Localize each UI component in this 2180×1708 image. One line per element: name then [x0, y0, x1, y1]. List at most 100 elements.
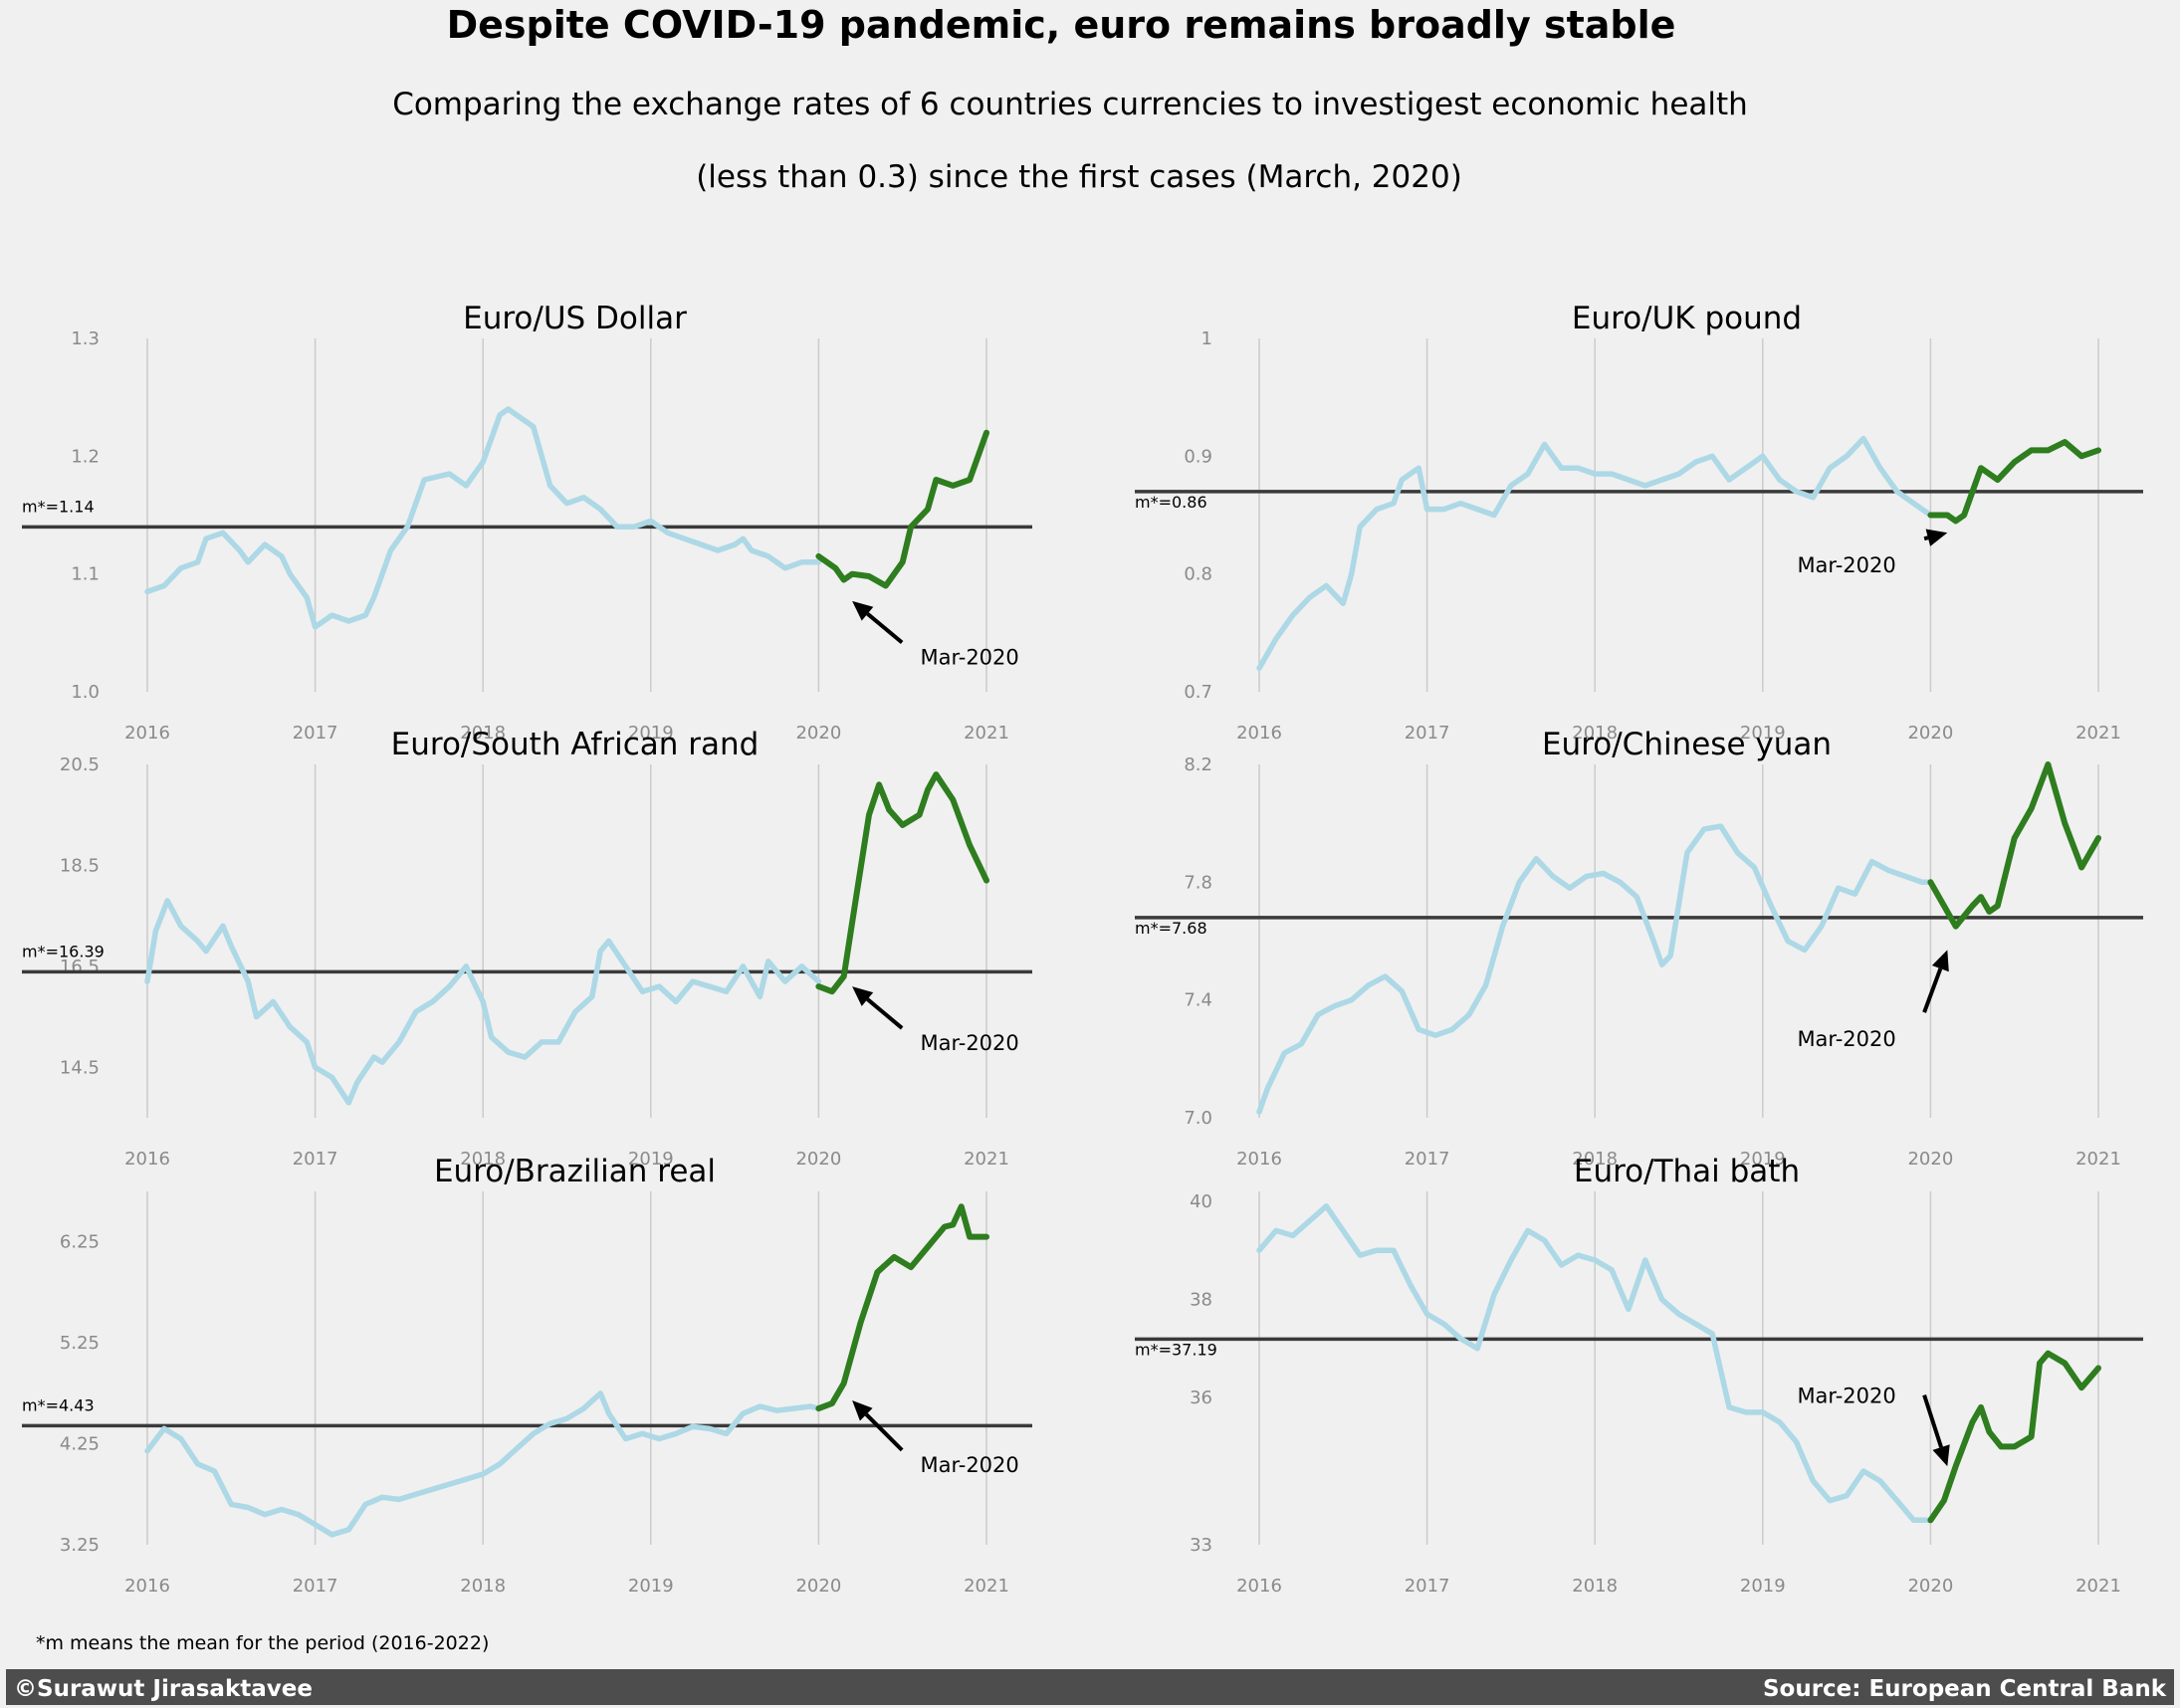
y-tick-label: 18.5: [60, 855, 100, 876]
x-tick-label: 2016: [124, 723, 170, 744]
annotation-arrow-head: [852, 600, 874, 621]
panels-grid: Euro/US Dollar 2016 2017 2018 2019 2020 2021 1.…: [22, 301, 2143, 1597]
x-tick-label: 2020: [1907, 1576, 1953, 1597]
annotation-arrow-shaft: [864, 1412, 904, 1452]
annotation-label: Mar-2020: [1797, 553, 1895, 577]
y-tick-label: 0.9: [1184, 446, 1212, 467]
y-tick-label: 0.8: [1184, 564, 1212, 585]
mean-label: m*=16.39: [22, 942, 105, 961]
series-line-post-covid: [815, 1203, 989, 1412]
y-tick-label: 1.0: [71, 682, 100, 703]
footer-credit: ©Surawut Jirasaktavee: [14, 1676, 313, 1702]
x-tick-label: 2020: [795, 723, 841, 744]
x-tick-label: 2016: [1236, 1576, 1282, 1597]
y-tick-label: 20.5: [60, 754, 100, 775]
x-tick-label: 2021: [964, 1149, 1009, 1170]
y-tick-label: 33: [1190, 1535, 1212, 1556]
x-tick-label: 2019: [628, 1149, 674, 1170]
annotation-arrow-shaft: [1922, 1394, 1943, 1448]
x-tick-label: 2017: [293, 1149, 338, 1170]
panel-title: Euro/Brazilian real: [434, 1154, 716, 1189]
y-tick-label: 0.7: [1184, 682, 1212, 703]
footnote: *m means the mean for the period (2016-2…: [36, 1632, 489, 1654]
x-tick-label: 2021: [964, 1576, 1009, 1597]
x-tick-label: 2018: [460, 1149, 506, 1170]
annotation-label: Mar-2020: [920, 1031, 1018, 1055]
y-tick-label: 38: [1190, 1289, 1212, 1310]
series-line-post-covid: [815, 771, 989, 995]
series-line-pre-covid: [144, 406, 822, 630]
y-tick-label: 3.25: [60, 1535, 100, 1556]
x-tick-label: 2019: [628, 1576, 674, 1597]
x-tick-label: 2021: [964, 723, 1009, 744]
x-tick-label: 2016: [124, 1149, 170, 1170]
footer-bar: [6, 1669, 2174, 1705]
series-line-pre-covid: [144, 1390, 822, 1538]
y-tick-label: 7.4: [1184, 990, 1212, 1011]
y-tick-label: 1: [1201, 328, 1212, 349]
x-tick-label: 2019: [628, 723, 674, 744]
x-tick-label: 2019: [1740, 1149, 1786, 1170]
panel-5: Euro/Brazilian real 2016 2017 2018 2019 2020 2…: [22, 1154, 1032, 1597]
y-tick-label: 14.5: [60, 1057, 100, 1078]
y-tick-label: 4.25: [60, 1434, 100, 1455]
x-tick-label: 2018: [460, 723, 506, 744]
x-tick-label: 2020: [795, 1576, 841, 1597]
panel-4: Euro/Chinese yuan 2016 2017 2018 2019 2020 202…: [1135, 727, 2143, 1170]
x-tick-label: 2017: [293, 723, 338, 744]
x-tick-label: 2017: [1405, 723, 1450, 744]
series-line-pre-covid: [1256, 823, 1934, 1115]
panel-title: Euro/UK pound: [1572, 301, 1802, 336]
x-tick-label: 2020: [1907, 723, 1953, 744]
x-tick-label: 2017: [293, 1576, 338, 1597]
series-line-pre-covid: [144, 898, 822, 1106]
x-tick-label: 2018: [1572, 1149, 1618, 1170]
series-line-post-covid: [1927, 439, 2101, 525]
y-tick-label: 6.25: [60, 1232, 100, 1253]
series-line-post-covid: [1927, 761, 2101, 930]
x-tick-label: 2017: [1405, 1576, 1450, 1597]
annotation-label: Mar-2020: [1797, 1385, 1895, 1408]
panel-3: Euro/South African rand 2016 2017 2018 2019 2…: [22, 727, 1032, 1170]
panel-6: Euro/Thai bath 2016 2017 2018 2019 2020 2021 33…: [1135, 1154, 2143, 1597]
panel-title: Euro/US Dollar: [463, 301, 687, 336]
annotation-arrow-shaft: [1923, 535, 1929, 541]
x-tick-label: 2020: [1907, 1149, 1953, 1170]
panel-title: Euro/Thai bath: [1574, 1154, 1800, 1189]
mean-label: m*=7.68: [1135, 919, 1207, 938]
y-tick-label: 1.1: [71, 564, 100, 585]
mean-label: m*=1.14: [22, 497, 95, 516]
mean-label: m*=0.86: [1135, 493, 1207, 512]
series-line-post-covid: [815, 429, 989, 589]
x-tick-label: 2021: [2075, 723, 2121, 744]
footer-source: Source: European Central Bank: [1763, 1676, 2167, 1702]
series-line-post-covid: [1927, 1350, 2101, 1524]
x-tick-label: 2016: [1236, 723, 1282, 744]
y-tick-label: 7.0: [1184, 1108, 1212, 1129]
annotation-label: Mar-2020: [1797, 1027, 1895, 1051]
x-tick-label: 2020: [795, 1149, 841, 1170]
annotation-arrow-head: [852, 986, 874, 1006]
y-tick-label: 1.3: [71, 328, 100, 349]
annotation-arrow-head: [1925, 529, 1948, 546]
chart-subtitle-line-1: Comparing the exchange rates of 6 countr…: [392, 87, 1748, 122]
y-tick-label: 5.25: [60, 1333, 100, 1354]
y-tick-label: 40: [1190, 1191, 1212, 1212]
annotation-arrow-head: [852, 1400, 873, 1421]
series-line-pre-covid: [1256, 435, 1934, 672]
annotation-arrow-shaft: [866, 612, 904, 645]
panel-title: Euro/South African rand: [391, 727, 760, 762]
y-tick-label: 1.2: [71, 446, 100, 467]
y-tick-label: 8.2: [1184, 754, 1212, 775]
y-tick-label: 36: [1190, 1388, 1212, 1408]
annotation-label: Mar-2020: [920, 1453, 1018, 1477]
mean-label: m*=37.19: [1135, 1340, 1217, 1359]
annotation-arrow-shaft: [1922, 967, 1943, 1013]
mean-label: m*=4.43: [22, 1395, 95, 1414]
x-tick-label: 2016: [124, 1576, 170, 1597]
panel-2: Euro/UK pound 2016 2017 2018 2019 2020 2021 0.7…: [1135, 301, 2143, 744]
annotation-arrow-head: [1932, 1444, 1950, 1467]
x-tick-label: 2019: [1740, 1576, 1786, 1597]
